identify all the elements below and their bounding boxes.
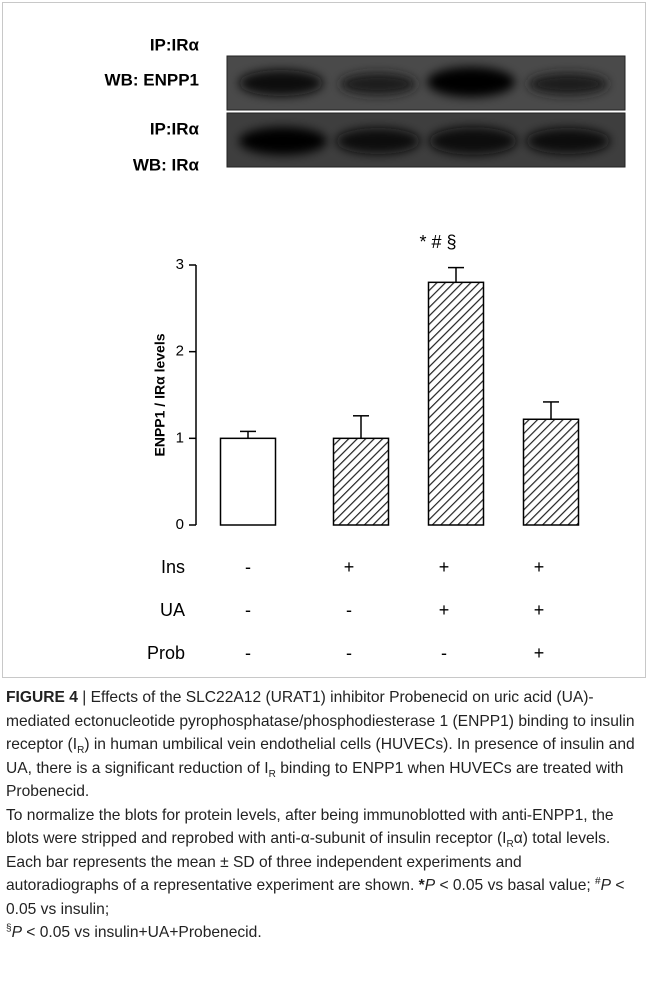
blot-strip <box>227 56 625 110</box>
treatment-label: Ins <box>161 557 185 577</box>
blot-label: IP:IRα <box>150 35 200 54</box>
caption-text: < 0.05 vs basal value; <box>435 877 595 894</box>
treatment-sign: + <box>439 600 450 620</box>
treatment-sign: - <box>245 643 251 663</box>
treatment-sign: - <box>245 557 251 577</box>
caption: FIGURE 4 | Effects of the SLC22A12 (URAT… <box>6 686 636 945</box>
treatment-sign: + <box>439 557 450 577</box>
significance-annotation: * # § <box>419 232 456 252</box>
caption-text: R <box>269 769 276 780</box>
treatment-sign: - <box>245 600 251 620</box>
bar <box>429 282 484 525</box>
treatment-sign: + <box>344 557 355 577</box>
treatment-sign: + <box>534 600 545 620</box>
y-tick-label: 1 <box>176 429 184 446</box>
page: IP:IRα WB: ENPP1 IP:IRα WB: IRα * # § EN… <box>0 0 652 982</box>
treatment-sign: + <box>534 557 545 577</box>
y-tick-label: 0 <box>176 516 184 533</box>
figure-box: IP:IRα WB: ENPP1 IP:IRα WB: IRα * # § EN… <box>2 2 646 678</box>
y-tick-label: 3 <box>176 256 184 273</box>
blot-label: IP:IRα <box>150 119 200 138</box>
bar <box>221 438 276 525</box>
treatment-sign: + <box>534 643 545 663</box>
treatment-label: Prob <box>147 643 185 663</box>
caption-text: P <box>425 877 435 894</box>
blot-strip <box>227 113 625 167</box>
caption-text: < 0.05 vs insulin+UA+Probenecid. <box>22 924 262 941</box>
figure-label: FIGURE 4 <box>6 689 78 706</box>
y-tick-label: 2 <box>176 343 184 360</box>
blot-label: WB: ENPP1 <box>105 70 199 89</box>
caption-text: R <box>506 839 513 850</box>
treatment-sign: - <box>346 600 352 620</box>
bar <box>334 438 389 525</box>
treatment-label: UA <box>160 600 185 620</box>
caption-text: P <box>12 924 22 941</box>
treatment-sign: - <box>441 643 447 663</box>
bar <box>524 419 579 525</box>
chart: IP:IRα WB: ENPP1 IP:IRα WB: IRα * # § EN… <box>3 3 644 676</box>
blot-label: WB: IRα <box>133 155 200 174</box>
caption-text: P <box>601 877 611 894</box>
y-axis-label: ENPP1 / IRα levels <box>152 333 168 456</box>
treatment-sign: - <box>346 643 352 663</box>
